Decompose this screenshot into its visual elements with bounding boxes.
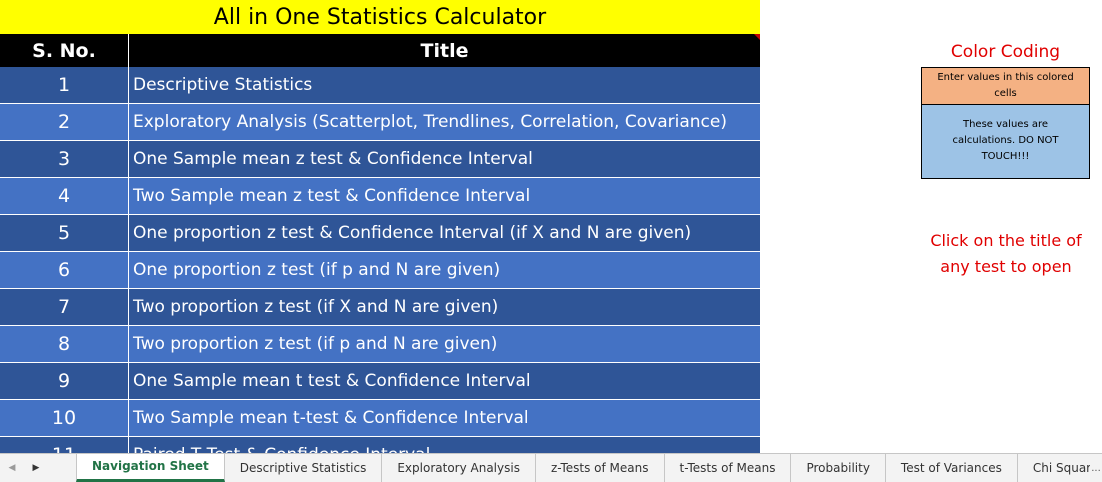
sheet-tabs: Navigation Sheet Descriptive Statistics …: [76, 454, 1090, 482]
table-row: 4 Two Sample mean z test & Confidence In…: [0, 178, 760, 215]
sheet-tab-bar: ◀ ▶ Navigation Sheet Descriptive Statist…: [0, 453, 1102, 482]
row-number[interactable]: 5: [0, 215, 129, 251]
row-number[interactable]: 3: [0, 141, 129, 177]
test-title-link[interactable]: Two Sample mean z test & Confidence Inte…: [133, 186, 531, 206]
table-row: 10 Two Sample mean t-test & Confidence I…: [0, 400, 760, 437]
input-cell-legend[interactable]: Enter values in this colored cells: [921, 67, 1090, 105]
color-coding-title[interactable]: Color Coding: [950, 42, 1061, 62]
row-number[interactable]: 2: [0, 104, 129, 140]
next-sheet-icon[interactable]: ▶: [32, 463, 40, 473]
table-row: 2 Exploratory Analysis (Scatterplot, Tre…: [0, 104, 760, 141]
test-title-link[interactable]: One proportion z test & Confidence Inter…: [133, 223, 692, 243]
row-number[interactable]: 6: [0, 252, 129, 288]
test-title-link[interactable]: Descriptive Statistics: [133, 75, 313, 95]
header-title[interactable]: Title: [420, 39, 469, 62]
open-test-instruction[interactable]: Click on the title of any test to open: [910, 228, 1102, 280]
calc-legend-line-2: calculations. DO NOT: [952, 135, 1059, 146]
tab-test-of-variances[interactable]: Test of Variances: [886, 454, 1018, 482]
instruction-line-2: any test to open: [940, 257, 1072, 276]
test-title-link[interactable]: Exploratory Analysis (Scatterplot, Trend…: [133, 112, 727, 132]
worksheet-area[interactable]: All in One Statistics Calculator S. No. …: [0, 0, 1102, 453]
table-row: 3 One Sample mean z test & Confidence In…: [0, 141, 760, 178]
test-title-link[interactable]: Two proportion z test (if p and N are gi…: [133, 334, 498, 354]
tab-chi-square-test[interactable]: Chi Square Test: [1018, 454, 1090, 482]
calc-legend-line-1: These values are: [962, 119, 1048, 130]
tab-z-tests-of-means[interactable]: z-Tests of Means: [536, 454, 665, 482]
table-row: 11 Paired T Test & Confidence Interval: [0, 437, 760, 453]
table-row: 8 Two proportion z test (if p and N are …: [0, 326, 760, 363]
test-title-link[interactable]: One proportion z test (if p and N are gi…: [133, 260, 501, 280]
instruction-line-1: Click on the title of: [930, 231, 1082, 250]
table-row: 6 One proportion z test (if p and N are …: [0, 252, 760, 289]
more-tabs-icon[interactable]: ...: [1091, 462, 1101, 474]
row-number[interactable]: 1: [0, 67, 129, 103]
table-row: 9 One Sample mean t test & Confidence In…: [0, 363, 760, 400]
calculator-title[interactable]: All in One Statistics Calculator: [0, 0, 760, 34]
row-number[interactable]: 9: [0, 363, 129, 399]
row-number[interactable]: 10: [0, 400, 129, 436]
test-list: 1 Descriptive Statistics 2 Exploratory A…: [0, 67, 760, 453]
row-number[interactable]: 11: [0, 437, 129, 453]
tab-probability[interactable]: Probability: [791, 454, 886, 482]
tab-navigation-sheet[interactable]: Navigation Sheet: [76, 454, 225, 482]
test-title-link[interactable]: Two Sample mean t-test & Confidence Inte…: [133, 408, 529, 428]
test-title-link[interactable]: Two proportion z test (if X and N are gi…: [133, 297, 499, 317]
table-header-row: S. No. Title: [0, 34, 760, 67]
row-number[interactable]: 4: [0, 178, 129, 214]
table-row: 7 Two proportion z test (if X and N are …: [0, 289, 760, 326]
table-row: 5 One proportion z test & Confidence Int…: [0, 215, 760, 252]
test-title-link[interactable]: One Sample mean t test & Confidence Inte…: [133, 371, 531, 391]
prev-sheet-icon[interactable]: ◀: [8, 463, 16, 473]
tab-t-tests-of-means[interactable]: t-Tests of Means: [665, 454, 792, 482]
input-cell-legend-text: Enter values in this colored cells: [937, 72, 1074, 99]
test-title-link[interactable]: Paired T Test & Confidence Interval: [129, 437, 760, 453]
test-title-link[interactable]: One Sample mean z test & Confidence Inte…: [133, 149, 533, 169]
calc-legend-line-3: TOUCH!!!: [981, 151, 1030, 162]
calculation-cell-legend[interactable]: These values are calculations. DO NOT TO…: [921, 104, 1090, 179]
row-number[interactable]: 8: [0, 326, 129, 362]
tab-descriptive-statistics[interactable]: Descriptive Statistics: [225, 454, 383, 482]
comment-indicator-icon: [754, 34, 760, 40]
row-number[interactable]: 7: [0, 289, 129, 325]
table-row: 1 Descriptive Statistics: [0, 67, 760, 104]
header-sno[interactable]: S. No.: [0, 34, 129, 67]
tab-exploratory-analysis[interactable]: Exploratory Analysis: [382, 454, 536, 482]
